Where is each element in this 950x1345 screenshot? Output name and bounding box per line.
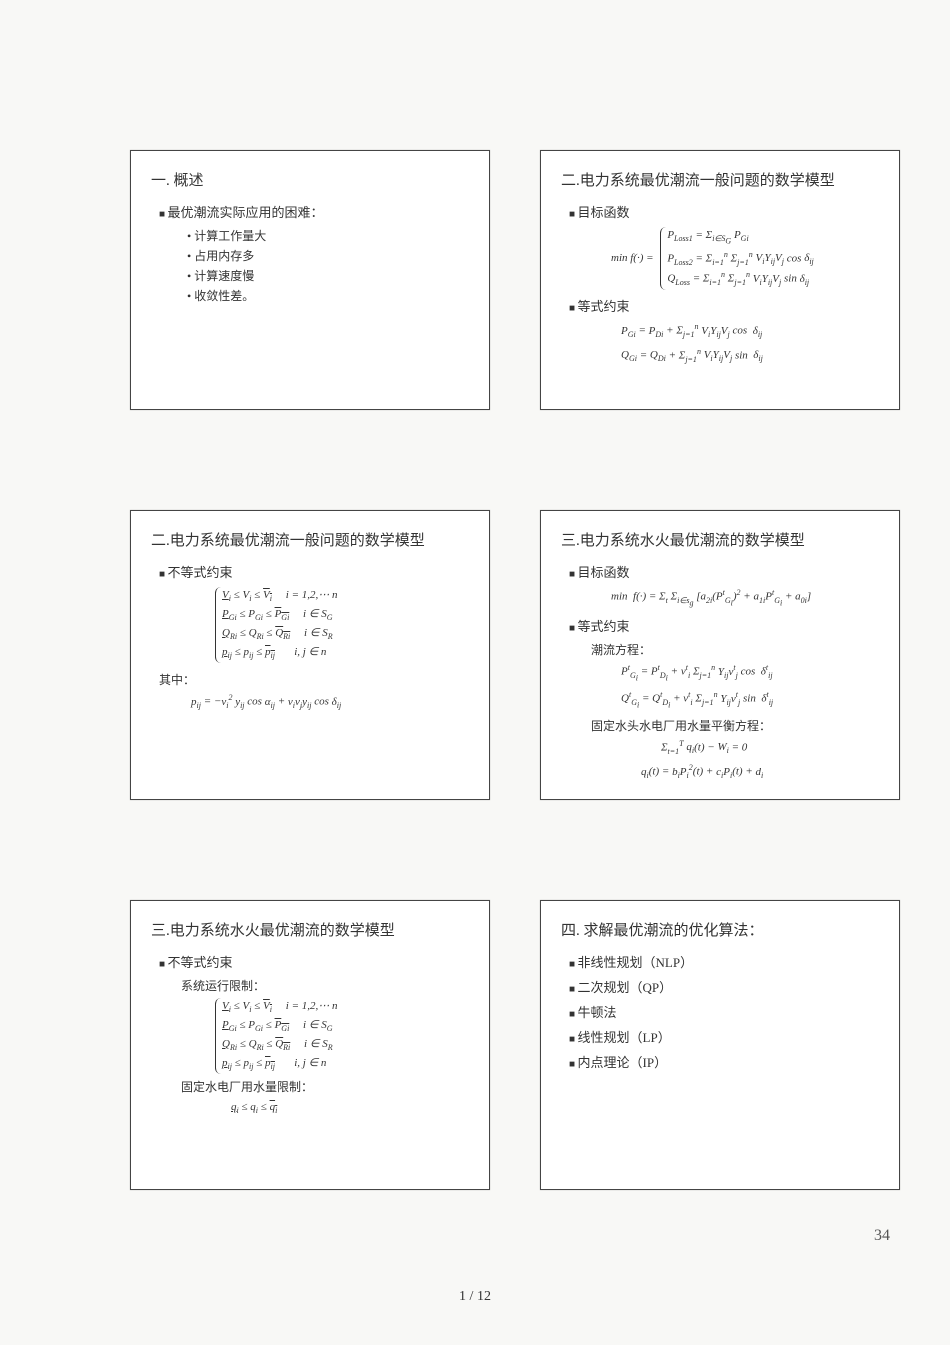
constraints: Vi ≤ Vi ≤ Vi i = 1,2,⋯ n PGi ≤ PGi ≤ PGi… [211,998,469,1074]
bullet: 占用内存多 [187,247,469,264]
slide-grid: 一. 概述 最优潮流实际应用的困难： 计算工作量大 占用内存多 计算速度慢 收敛… [130,150,910,1190]
bullet: 收敛性差。 [187,287,469,304]
eq-prefix: min f(·) = [611,252,654,264]
slide-3: 二.电力系统最优潮流一般问题的数学模型 不等式约束 Vi ≤ Vi ≤ Vi i… [130,510,490,800]
equation: QGi = QDi + Σj=1n ViYijVj sin δij [621,346,879,367]
bullet: 目标函数 [569,562,879,581]
slide-title: 二.电力系统最优潮流一般问题的数学模型 [561,169,879,190]
equation: qi(t) = biPi2(t) + ciPi(t) + di [641,762,879,783]
sub-label: 系统运行限制： [181,977,469,994]
slide-4: 三.电力系统水火最优潮流的数学模型 目标函数 min f(·) = Σt Σi∈… [540,510,900,800]
equation: PtGi = PtDi + vti Σj=1n Yijvtj cos δtij [621,662,879,685]
equation: min f(·) = Σt Σi∈sg [a2i(PtGi)2 + a1iPtG… [611,587,879,610]
sub-label: 固定水头水电厂用水量平衡方程： [591,717,879,734]
bullet: 等式约束 [569,296,879,315]
bullet: 不等式约束 [159,952,469,971]
equation: Σt=1T qi(t) − Wi = 0 [661,738,879,759]
bullet: 不等式约束 [159,562,469,581]
slide-title: 四. 求解最优潮流的优化算法： [561,919,879,940]
where-label: 其中： [159,671,469,688]
equation: PGi = PDi + Σj=1n ViYijVj cos δij [621,321,879,342]
page-number-bottom: 1 / 12 [459,1289,491,1305]
sub-label: 固定水电厂用水量限制： [181,1078,469,1095]
slide-6: 四. 求解最优潮流的优化算法： 非线性规划（NLP） 二次规划（QP） 牛顿法 … [540,900,900,1190]
slide-title: 一. 概述 [151,169,469,190]
bullet: 最优潮流实际应用的困难： [159,202,469,221]
slide-title: 三.电力系统水火最优潮流的数学模型 [561,529,879,550]
page-number-corner: 34 [874,1227,890,1245]
bullet: 内点理论（IP） [569,1052,879,1071]
bullet: 牛顿法 [569,1002,879,1021]
page: 一. 概述 最优潮流实际应用的困难： 计算工作量大 占用内存多 计算速度慢 收敛… [0,0,950,1230]
bullet: 等式约束 [569,616,879,635]
bullet: 计算速度慢 [187,267,469,284]
bullet: 线性规划（LP） [569,1027,879,1046]
slide-title: 三.电力系统水火最优潮流的数学模型 [151,919,469,940]
slide-2: 二.电力系统最优潮流一般问题的数学模型 目标函数 min f(·) = PLos… [540,150,900,410]
sub-label: 潮流方程： [591,641,879,658]
constraints: Vi ≤ Vi ≤ Vi i = 1,2,⋯ n PGi ≤ PGi ≤ PGi… [211,587,469,663]
equation: min f(·) = PLoss1 = Σi∈SG PGi PLoss2 = Σ… [611,227,879,290]
bullet: 二次规划（QP） [569,977,879,996]
equation: QtGi = QtDi + vti Σj=1n Yijvtj sin δtij [621,689,879,712]
slide-1: 一. 概述 最优潮流实际应用的困难： 计算工作量大 占用内存多 计算速度慢 收敛… [130,150,490,410]
equation: qi ≤ qi ≤ qi [231,1099,469,1118]
bullet: 计算工作量大 [187,227,469,244]
bullet: 非线性规划（NLP） [569,952,879,971]
slide-title: 二.电力系统最优潮流一般问题的数学模型 [151,529,469,550]
slide-5: 三.电力系统水火最优潮流的数学模型 不等式约束 系统运行限制： Vi ≤ Vi … [130,900,490,1190]
equation: pij = −vi2 yij cos αij + vivjyij cos δij [191,692,469,713]
bullet: 目标函数 [569,202,879,221]
